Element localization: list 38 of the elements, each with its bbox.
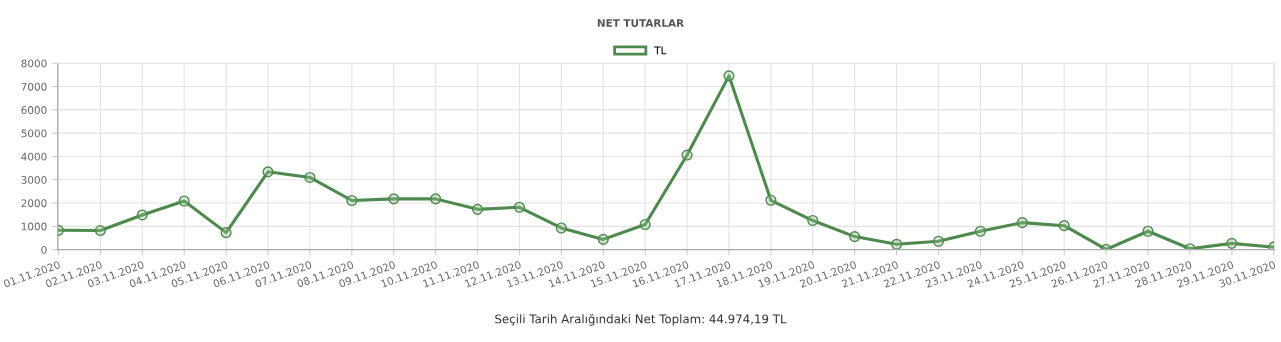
legend-label: TL <box>654 46 667 55</box>
point <box>304 171 316 183</box>
point <box>513 201 526 213</box>
y-tick-label: 4000 <box>21 152 47 161</box>
point <box>94 224 106 237</box>
point <box>1016 217 1028 229</box>
point <box>974 225 986 237</box>
point <box>220 227 232 239</box>
point <box>1226 237 1238 249</box>
point <box>932 235 945 247</box>
y-tick-label: 1000 <box>21 222 47 231</box>
point <box>471 203 484 215</box>
text: Seçili Tarih Aralığındaki Net Toplam: 44.974,19 TL <box>495 313 787 326</box>
point <box>597 233 609 245</box>
y-tick-label: 5000 <box>21 129 47 138</box>
y-tick-label: 8000 <box>21 59 47 68</box>
point <box>1058 220 1070 232</box>
point <box>178 195 190 207</box>
point <box>262 166 274 178</box>
point <box>346 194 358 207</box>
point <box>388 193 400 205</box>
point <box>891 238 903 250</box>
point <box>1142 225 1154 237</box>
chart-title: NET TUTARLAR <box>597 19 684 27</box>
point <box>136 209 148 221</box>
y-tick-label: 7000 <box>21 82 47 91</box>
point <box>555 222 567 234</box>
point <box>430 193 442 205</box>
point <box>765 194 777 206</box>
point <box>723 70 735 82</box>
y-tick-label: 0 <box>41 245 47 254</box>
point <box>849 231 861 243</box>
point <box>807 214 819 227</box>
y-tick-label: 2000 <box>21 199 47 208</box>
y-tick-label: 6000 <box>21 106 47 114</box>
point <box>681 149 693 161</box>
y-tick-label: 3000 <box>21 175 47 184</box>
point <box>639 218 651 231</box>
